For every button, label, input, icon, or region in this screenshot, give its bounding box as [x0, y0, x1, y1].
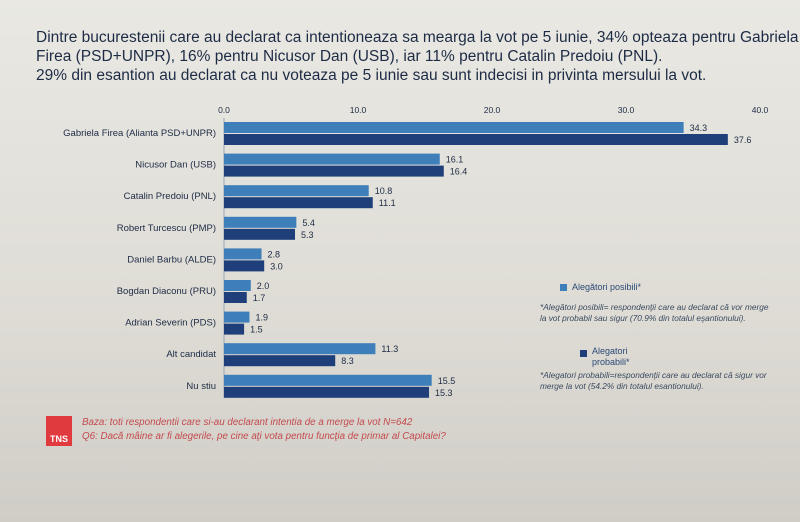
bar-probable: [224, 292, 247, 303]
data-label: 2.0: [257, 281, 270, 291]
data-label: 37.6: [734, 135, 752, 145]
bar-possible: [224, 216, 297, 228]
data-label: 5.3: [301, 230, 314, 240]
bar-possible: [224, 280, 251, 291]
category-label: Nicusor Dan (USB): [135, 160, 216, 171]
category-label: Adrian Severin (PDS): [125, 318, 216, 329]
legend-label-possible: Alegători posibili*: [572, 282, 642, 292]
legend-label-probable: Alegatori probabili*: [592, 346, 630, 367]
data-label: 2.8: [268, 249, 281, 259]
note-possible: *Alegători posibili= respondenţii care a…: [540, 302, 769, 323]
category-label: Alt candidat: [166, 349, 216, 360]
bar-possible: [224, 374, 432, 386]
data-label: 1.5: [250, 325, 263, 335]
data-label: 1.7: [253, 293, 266, 303]
x-tick-label: 20.0: [484, 105, 501, 115]
headline-line-2: Firea (PSD+UNPR), 16% pentru Nicusor Dan…: [36, 48, 663, 65]
x-tick-label: 40.0: [752, 105, 769, 115]
bar-probable: [224, 197, 373, 209]
headline-line-1: Dintre bucurestenii care au declarat ca …: [36, 29, 799, 46]
data-label: 5.4: [302, 218, 315, 228]
data-label: 34.3: [690, 123, 708, 133]
x-tick-label: 10.0: [350, 105, 367, 115]
tns-logo: TNS: [46, 416, 72, 446]
data-label: 8.3: [341, 356, 354, 366]
bar-probable: [224, 355, 336, 367]
headline-line-3: 29% din esantion au declarat ca nu votea…: [36, 67, 707, 84]
data-label: 11.1: [379, 198, 396, 208]
bar-probable: [224, 386, 430, 398]
bar-probable: [224, 323, 245, 335]
data-label: 15.3: [435, 388, 453, 398]
note-probable: *Alegatori probabili=respondenţii care a…: [540, 370, 767, 391]
bar-probable: [224, 134, 728, 145]
data-label: 1.9: [255, 313, 268, 323]
bar-possible: [224, 122, 684, 133]
category-label: Gabriela Firea (Alianta PSD+UNPR): [63, 128, 216, 139]
data-label: 16.1: [446, 155, 464, 165]
headline: Dintre bucurestenii care au declarat ca …: [36, 28, 799, 85]
category-label: Robert Turcescu (PMP): [117, 223, 216, 234]
x-tick-label: 0.0: [218, 105, 230, 115]
category-label: Nu stiu: [186, 381, 216, 392]
x-tick-label: 30.0: [618, 105, 635, 115]
bar-possible: [224, 153, 440, 165]
legend-swatch-probable: [580, 350, 587, 357]
legend-swatch-possible: [560, 284, 567, 291]
footer-question: Q6: Dacă mâine ar fi alegerile, pe cine …: [82, 431, 446, 442]
bar-possible: [224, 343, 376, 355]
data-label: 10.8: [375, 186, 393, 196]
data-label: 16.4: [450, 167, 468, 177]
category-label: Bogdan Diaconu (PRU): [117, 286, 216, 297]
bar-probable: [224, 228, 296, 240]
category-label: Daniel Barbu (ALDE): [127, 254, 216, 265]
data-label: 3.0: [270, 261, 283, 271]
bar-probable: [224, 165, 444, 177]
data-label: 15.5: [438, 376, 456, 386]
bar-possible: [224, 185, 369, 197]
footer-text: Baza: toti respondentii care si-au decla…: [82, 416, 602, 444]
footer-base: Baza: toti respondentii care si-au decla…: [82, 417, 413, 428]
bar-probable: [224, 260, 265, 272]
bar-possible: [224, 311, 250, 323]
category-label: Catalin Predoiu (PNL): [124, 191, 216, 202]
bar-possible: [224, 248, 262, 260]
data-label: 11.3: [381, 344, 398, 354]
